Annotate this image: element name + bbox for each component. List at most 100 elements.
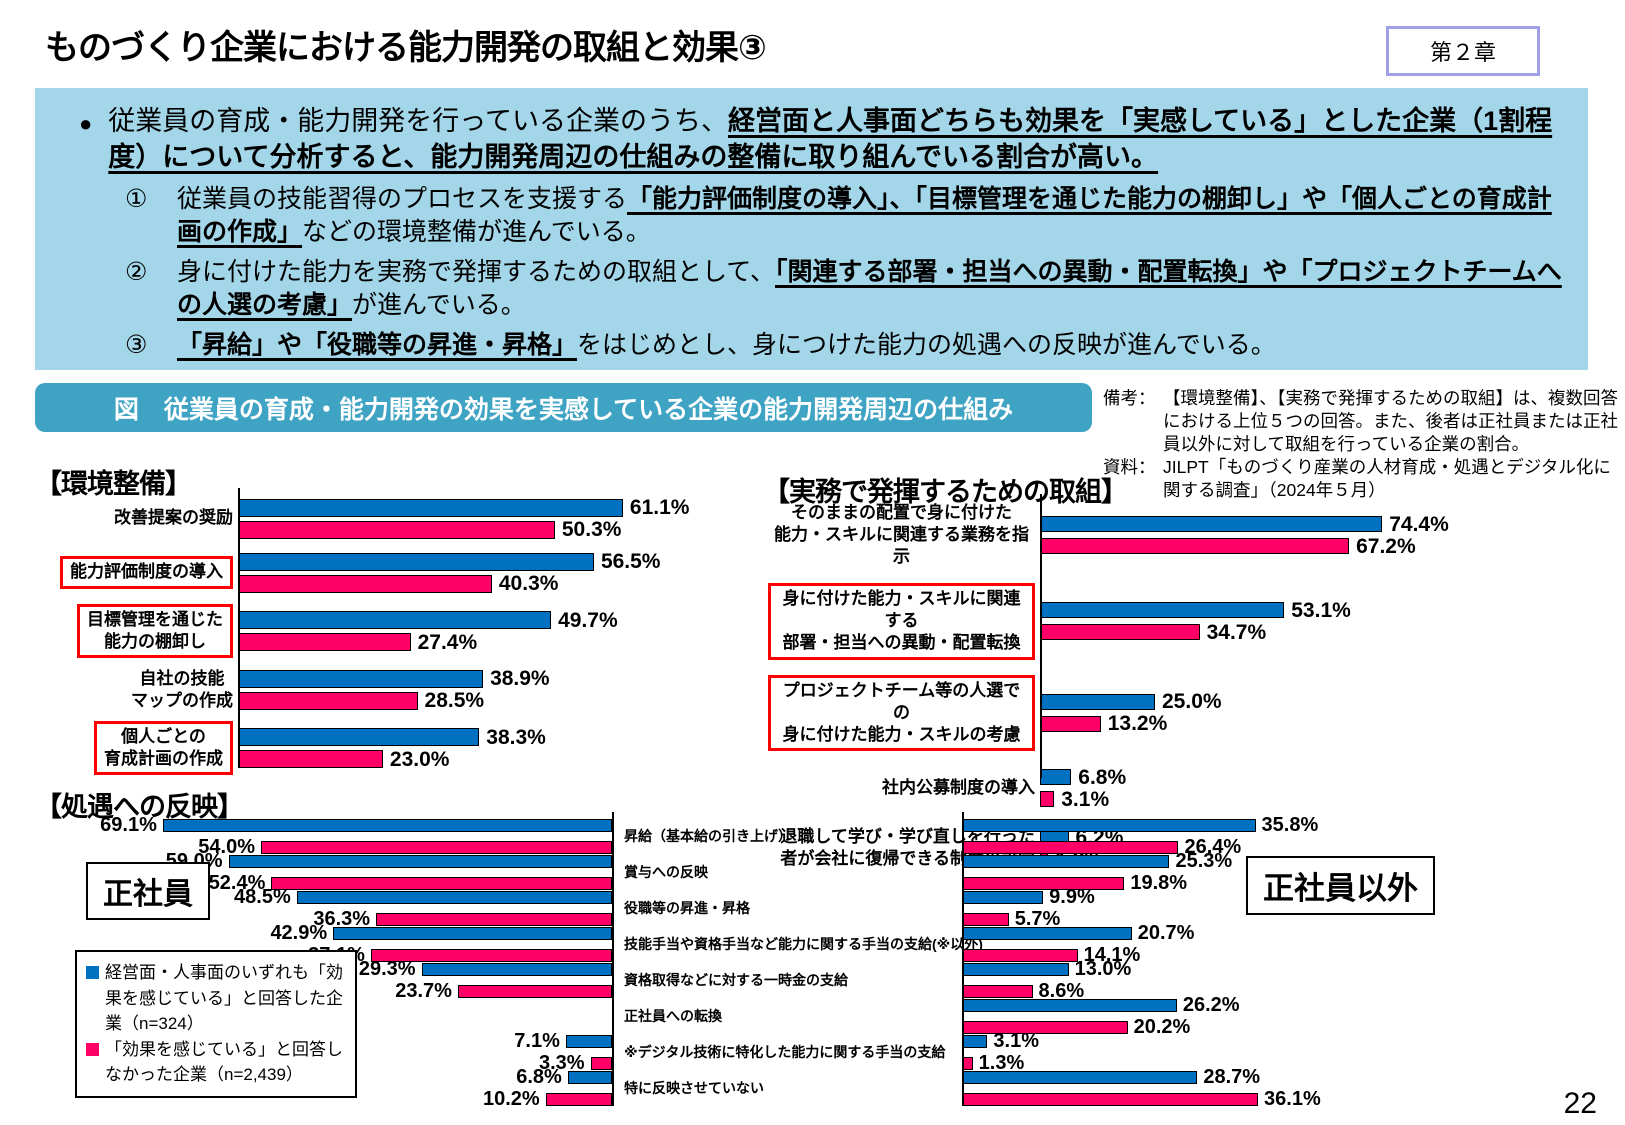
bar-group: 74.4% 67.2% bbox=[1040, 513, 1618, 558]
bar-row: 社内公募制度の導入 6.8% 3.1% bbox=[768, 766, 1618, 811]
chart-heading-shoguu-hanei: 【処遇への反映】 bbox=[35, 792, 244, 822]
bar-label-highlighted: 能力評価制度の導入 bbox=[60, 556, 233, 589]
bar-line: 38.9% bbox=[238, 668, 738, 689]
label-line: 部署・担当への異動・配置転換 bbox=[782, 633, 1021, 653]
bar-pink bbox=[545, 1092, 612, 1106]
value-label: 1.3% bbox=[978, 1052, 1025, 1074]
bar-row: プロジェクトチーム等の人選での 身に付けた能力・スキルの考慮 25.0% 13.2% bbox=[768, 674, 1618, 751]
label-line: プロジェクトチーム等の人選での bbox=[782, 680, 1021, 722]
bar-group: 38.3% 23.0% bbox=[238, 726, 738, 771]
value-label: 74.4% bbox=[1389, 512, 1449, 536]
value-label: 35.8% bbox=[1261, 814, 1319, 836]
bar-line: 29.3% bbox=[35, 959, 612, 979]
bar-line: 26.4% bbox=[962, 837, 1595, 857]
bar-line: 27.4% bbox=[238, 632, 738, 653]
bar-pink bbox=[238, 691, 418, 710]
bar-blue bbox=[421, 962, 612, 976]
bar-pink bbox=[1040, 538, 1350, 555]
chapter-badge-label: 第２章 bbox=[1429, 40, 1496, 65]
bar-pink bbox=[1040, 715, 1101, 732]
bar-blue bbox=[238, 611, 552, 630]
bar-pink bbox=[457, 984, 612, 998]
text-segment: 従業員の育成・能力開発を行っている企業のうち、 bbox=[108, 106, 728, 136]
legend-item: 経営面・人事面のいずれも「効果を感じている」と回答した企業（n=324） bbox=[86, 960, 346, 1037]
value-label: 3.3% bbox=[538, 1052, 585, 1074]
chart-kankyou-seibi: 改善提案の奨励 61.1% 50.3% 能力評価制度の導入 56.5% 40.3% 目標管理… bbox=[38, 488, 738, 776]
value-label: 19.8% bbox=[1130, 872, 1188, 894]
bar-label: 自社の技能 マップの作成 bbox=[131, 668, 233, 712]
seishain-igai-bars: 9.9% 5.7% bbox=[962, 887, 1595, 929]
bar-line: 5.7% bbox=[962, 909, 1595, 929]
value-label: 67.2% bbox=[1356, 534, 1416, 558]
legend-text: 「効果を感じている」と回答しなかった企業（n=2,439） bbox=[105, 1039, 343, 1085]
axis-line bbox=[1040, 494, 1042, 778]
value-label: 38.3% bbox=[486, 725, 546, 749]
seishain-bars: 6.8% 10.2% bbox=[35, 1066, 612, 1109]
value-label: 7.1% bbox=[514, 1030, 560, 1052]
bar-line: 59.0% bbox=[35, 851, 612, 871]
category-label: 賞与への反映 bbox=[624, 864, 708, 880]
value-label: 27.4% bbox=[417, 630, 478, 654]
bar-row: 身に付けた能力・スキルに関連する 部署・担当への異動・配置転換 53.1% 34.7% bbox=[768, 583, 1618, 660]
bar-label-wrap: 自社の技能 マップの作成 bbox=[38, 668, 238, 712]
label-line: 目標管理を通じた bbox=[87, 610, 223, 629]
bar-row: 6.8% 10.2% 特に反映させていない 28.7% 36.1% bbox=[35, 1066, 1595, 1109]
item-number: ③ bbox=[125, 331, 148, 360]
value-label: 8.6% bbox=[1038, 980, 1085, 1002]
bar-label-wrap: 能力評価制度の導入 bbox=[38, 556, 238, 589]
value-label: 23.7% bbox=[395, 980, 452, 1002]
bar-group: 61.1% 50.3% bbox=[238, 496, 738, 541]
seishain-igai-bars: 13.0% 8.6% bbox=[962, 959, 1595, 1002]
bar-pink bbox=[238, 750, 383, 769]
value-label: 13.2% bbox=[1107, 712, 1168, 736]
label-line: 育成計画の作成 bbox=[104, 749, 223, 769]
value-label: 29.3% bbox=[358, 958, 416, 980]
bar-line: 28.5% bbox=[238, 690, 738, 711]
bar-blue bbox=[162, 818, 612, 832]
bar-blue bbox=[962, 1034, 988, 1048]
bar-blue bbox=[1040, 516, 1383, 533]
seishain-bars: 42.9%37.1% bbox=[35, 923, 612, 965]
note-label: 資料： bbox=[1103, 457, 1156, 478]
value-label: 48.5% bbox=[234, 886, 291, 908]
note-text: 【環境整備】、【実務で発揮するための取組】は、複数回答における上位５つの回答。ま… bbox=[1163, 388, 1618, 455]
bar-pink bbox=[1040, 624, 1200, 641]
source-notes: 備考： 【環境整備】、【実務で発揮するための取組】は、複数回答における上位５つの… bbox=[1103, 387, 1621, 502]
category-label: 昇給（基本給の引き上げ） bbox=[624, 828, 792, 844]
text-segment: 「関連する部署・担当への異動・配置転換」や「プロジェクトチームへの人選の考慮」 bbox=[177, 258, 1562, 319]
label-line: 改善提案の奨励 bbox=[114, 508, 233, 528]
bar-line: 38.3% bbox=[238, 727, 738, 748]
value-label: 49.7% bbox=[558, 608, 618, 632]
bar-label-wrap: 改善提案の奨励 bbox=[38, 507, 238, 529]
bar-label: そのままの配置で身に付けた 能力・スキルに関連する業務を指示 bbox=[768, 502, 1035, 568]
text-segment: 「昇給」や「役職等の昇進・昇格」 bbox=[177, 331, 578, 360]
label-line: 身に付けた能力・スキルに関連する bbox=[782, 589, 1021, 631]
bar-line: 34.7% bbox=[1040, 622, 1618, 643]
category-label: 技能手当や資格手当など能力に関する手当の支給(※以外) bbox=[624, 936, 983, 952]
value-label: 61.1% bbox=[629, 496, 690, 519]
bar-label-highlighted: 個人ごとの 育成計画の作成 bbox=[94, 721, 233, 776]
bar-label-wrap: 身に付けた能力・スキルに関連する 部署・担当への異動・配置転換 bbox=[768, 583, 1040, 660]
bar-row: 7.1% 3.3% ※デジタル技術に特化した能力に関する手当の支給 3.1% 1.3% bbox=[35, 1030, 1595, 1074]
bar-line: 25.0% bbox=[1040, 691, 1618, 712]
legend-swatch-icon bbox=[86, 966, 99, 979]
value-label: 28.7% bbox=[1203, 1066, 1261, 1088]
axis-line-left bbox=[612, 812, 614, 1106]
figure-title-bar: 図 従業員の育成・能力開発の効果を実感している企業の能力開発周辺の仕組み bbox=[35, 383, 1092, 432]
bar-line: 61.1% bbox=[238, 497, 738, 518]
bar-pink bbox=[238, 574, 492, 593]
label-line: 能力の棚卸し bbox=[104, 632, 206, 652]
value-label: 54.0% bbox=[198, 836, 255, 858]
bar-row: 59.0% 52.4% 賞与への反映 25.3% 19.8% bbox=[35, 851, 1595, 894]
bar-pink bbox=[376, 912, 612, 926]
bar-row: 個人ごとの 育成計画の作成 38.3% 23.0% bbox=[38, 721, 738, 776]
chart-jitsumu-torikumi: そのままの配置で身に付けた 能力・スキルに関連する業務を指示 74.4% 67.2% 身… bbox=[768, 494, 1618, 870]
chart-shoguu-hanei: 69.1% 54.0% 昇給（基本給の引き上げ） 35.8% 26.4% 59.0% 52.… bbox=[35, 812, 1595, 1109]
category-label: 役職等の昇進・昇格 bbox=[624, 900, 750, 916]
value-label: 50.3% bbox=[561, 518, 622, 541]
value-label: 6.8% bbox=[516, 1066, 562, 1088]
summary-main: ● 従業員の育成・能力開発を行っている企業のうち、経営面と人事面どちらも効果を「… bbox=[59, 104, 1562, 175]
bar-row: 42.9%37.1%技能手当や資格手当など能力に関する手当の支給(※以外)20.… bbox=[35, 923, 1595, 965]
bar-line: 9.9% bbox=[962, 887, 1595, 907]
bar-blue bbox=[962, 926, 1132, 940]
